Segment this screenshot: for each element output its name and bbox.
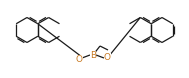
Text: O: O (104, 52, 111, 61)
Text: O: O (75, 55, 83, 63)
Text: B: B (90, 50, 96, 60)
